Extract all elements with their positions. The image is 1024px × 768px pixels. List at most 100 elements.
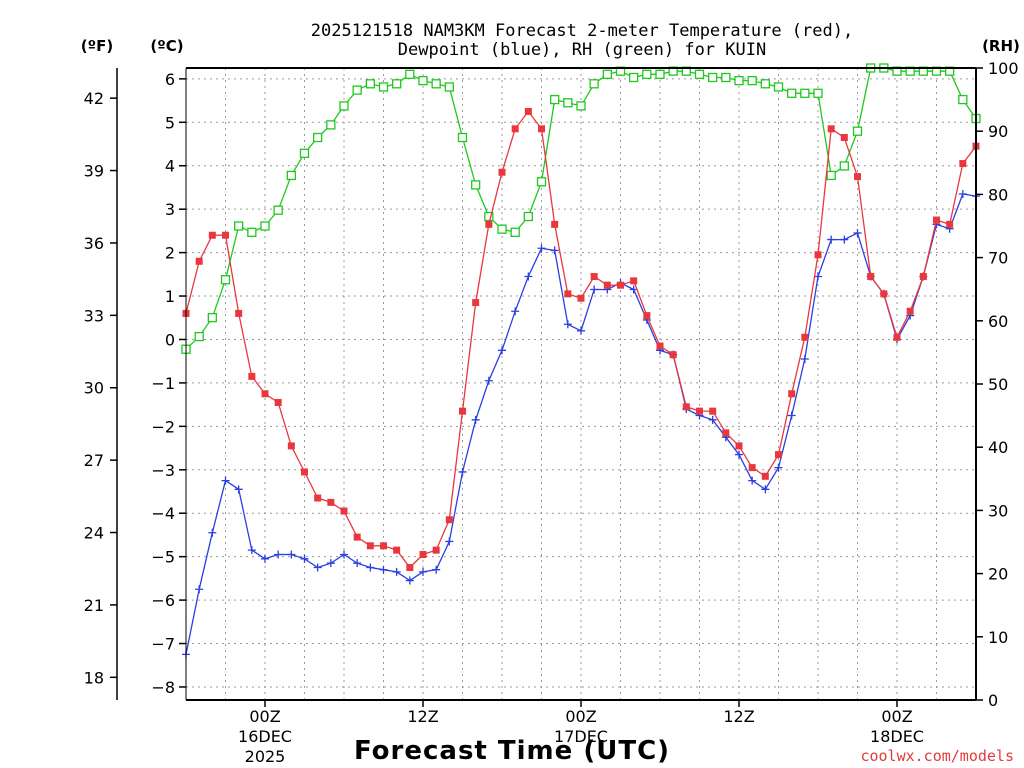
dewpoint-point [563,320,572,329]
temp-point [643,312,651,320]
celsius-tick-label: −5 [151,548,175,567]
x-axis-title: Forecast Time (UTC) [354,736,670,766]
rh-point [220,275,231,285]
celsius-tick-label: 6 [165,70,175,89]
celsius-tick-label: −7 [151,635,175,654]
rh-point [365,79,375,89]
date-tick-label: 18DEC [870,727,924,746]
temp-point [788,390,796,398]
dewpoint-point [340,550,348,559]
temp-point [301,468,308,476]
fahrenheit-axis-unit: (ºF) [81,37,113,55]
temp-point [630,277,638,285]
temp-point [801,333,809,341]
fahrenheit-tick-label: 27 [84,451,104,470]
rh-point [721,72,731,83]
temp-point [709,407,717,415]
temp-point [735,442,743,450]
fahrenheit-tick-label: 33 [84,306,104,325]
temp-point [287,442,295,450]
temp-point [590,272,598,280]
temp-point [208,231,216,239]
time-tick-label: 12Z [723,707,754,726]
rh-point [813,88,823,98]
rh-point [207,312,217,323]
celsius-axis-unit: (ºC) [150,37,183,55]
temp-point [551,220,559,228]
dewpoint-point [958,189,967,198]
celsius-tick-label: 0 [165,330,175,349]
temp-point [327,498,335,506]
rh-point [352,85,362,95]
temp-point [827,125,835,133]
celsius-tick-label: 4 [165,157,175,176]
rh-point [708,72,718,83]
celsius-tick-label: −2 [151,417,175,436]
grid-lines [186,68,976,700]
rh-axis-unit: (RH) [982,37,1020,55]
rh-point [694,69,705,79]
temp-point [498,168,506,176]
rh-point [378,82,389,92]
temp-point [524,107,532,115]
rh-point [247,227,257,237]
time-tick-label: 00Z [249,707,280,726]
dewpoint-point [827,235,836,244]
rh-point [497,224,507,234]
series-2-meter-temperature [182,107,980,572]
rh-point [800,88,810,98]
rh-point [655,69,665,79]
rh-tick-label: 0 [988,691,998,710]
dewpoint-point [471,415,480,424]
date-tick-label: 17DEC [554,727,608,746]
rh-tick-label: 100 [988,59,1019,78]
rh-point [405,69,415,79]
rh-point [444,82,454,92]
dewpoint-point [445,537,454,546]
temp-point [274,398,282,406]
rh-tick-label: 60 [988,312,1008,331]
celsius-tick-label: −4 [151,504,175,523]
temp-point [880,290,888,298]
temp-point [919,272,927,280]
time-tick-label: 00Z [565,707,596,726]
dewpoint-point [458,467,467,476]
temp-point [854,173,861,181]
rh-point [642,69,652,79]
rh-point [273,205,283,215]
dewpoint-point [353,559,362,568]
title-line-1: 2025121518 NAM3KM Forecast 2-meter Tempe… [311,21,853,41]
temp-point [893,333,901,341]
rh-point [339,101,349,111]
dewpoint-point [537,244,546,253]
celsius-tick-label: 5 [165,113,175,132]
fahrenheit-tick-label: 36 [84,234,104,253]
temp-point [577,294,585,302]
temp-point [682,403,690,411]
rh-point [536,177,547,187]
temp-point [406,564,414,572]
rh-point [286,170,296,181]
rh-tick-label: 10 [988,628,1008,647]
rh-point [839,161,849,171]
rh-point [787,88,797,98]
dewpoint-point [247,546,256,555]
rh-point [457,132,468,143]
rh-point [747,75,757,86]
temp-point [696,407,703,415]
coolwx-credit: coolwx.com/models [860,747,1014,765]
date-tick-label: 16DEC [238,727,292,746]
temp-point [314,494,322,502]
dewpoint-point [313,563,322,572]
time-tick-label: 00Z [881,707,912,726]
temp-point [814,251,822,259]
rh-tick-label: 50 [988,375,1008,394]
celsius-tick-label: −3 [151,461,175,480]
dewpoint-point [221,476,230,485]
temp-point [656,342,664,350]
fahrenheit-tick-label: 18 [84,668,104,687]
rh-point [760,79,770,89]
temp-point [617,281,624,289]
rh-point [550,94,560,105]
